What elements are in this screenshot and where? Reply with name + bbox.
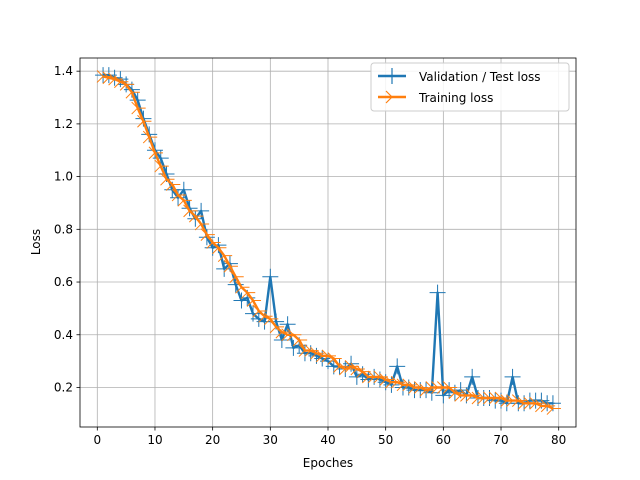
training-point [258,309,273,323]
training-point [229,270,244,284]
x-tick-label: 30 [263,433,278,447]
y-tick-label: 1.4 [54,64,73,78]
training-point [379,373,394,386]
training-point [448,386,463,400]
x-tick-label: 10 [147,433,162,447]
validation-point [504,368,521,385]
legend-entry-training: Training loss [378,90,493,105]
series-training [96,70,561,415]
training-point [321,349,336,363]
y-tick-label: 0.4 [54,328,73,342]
validation-point [221,255,238,272]
legend-box [370,62,570,112]
legend-label-validation: Validation / Test loss [419,70,541,84]
training-point [292,333,308,347]
training-point [287,328,302,342]
training-point [217,249,233,263]
training-point [275,325,290,339]
validation-point [464,368,481,385]
y-tick-label: 0.6 [54,275,73,289]
training-point [465,389,481,402]
validation-point [389,358,406,375]
y-tick-label: 1.2 [54,117,73,131]
legend-label-training: Training loss [418,91,493,105]
y-tick-label: 0.2 [54,380,73,394]
training-point [131,101,146,115]
series-layer [95,67,561,415]
training-point [419,383,435,397]
training-point [327,352,342,365]
training-point [402,378,417,392]
training-point [529,396,544,410]
x-tick-label: 80 [551,433,566,447]
training-point [511,394,527,407]
legend-entry-validation: Validation / Test loss [378,68,541,84]
validation-point [181,200,198,217]
validation-point [262,268,279,285]
y-tick-label: 0.8 [54,222,73,236]
training-point [269,320,285,334]
training-point [160,172,175,186]
training-point [442,381,458,394]
validation-point [429,284,446,301]
training-point [263,312,279,326]
training-point [252,304,267,318]
training-point [223,259,238,273]
training-point [212,241,227,255]
training-point [390,375,406,389]
training-point [413,381,429,394]
legend: Validation / Test loss Training loss [370,62,570,112]
training-point [194,217,210,231]
training-point [171,188,187,202]
training-point [540,399,556,413]
training-point [183,204,198,218]
training-point [338,362,354,376]
training-point [333,360,348,373]
training-point [546,402,561,415]
training-point [310,346,325,360]
training-point [154,159,169,173]
training-point [142,130,158,144]
x-tick-label: 50 [378,433,393,447]
training-point [137,114,152,128]
training-point [125,85,140,99]
x-tick-label: 60 [436,433,451,447]
training-point [494,391,510,405]
training-point [114,75,129,89]
x-tick-label: 40 [320,433,335,447]
training-point [350,362,365,376]
training-point [235,280,250,294]
training-point [165,178,181,191]
x-axis-label: Epoches [303,456,353,470]
training-point [148,146,163,160]
legend-marker-validation [384,68,400,84]
training-point [246,294,262,307]
y-tick-label: 1.0 [54,170,73,184]
training-point [177,193,192,207]
y-axis-label: Loss [29,229,43,255]
training-point [200,228,215,241]
training-point [188,209,204,223]
training-point [240,286,256,299]
training-point [206,236,221,249]
x-tick-label: 70 [493,433,508,447]
x-tick-label: 20 [205,433,220,447]
legend-marker-training [385,90,400,104]
x-tick-label: 0 [93,433,101,447]
axis-ticks: 0 10 20 30 40 50 60 70 80 0.2 0.4 0.6 0.8 1.0 1.2 1.4 [54,64,566,447]
training-point [119,78,135,91]
